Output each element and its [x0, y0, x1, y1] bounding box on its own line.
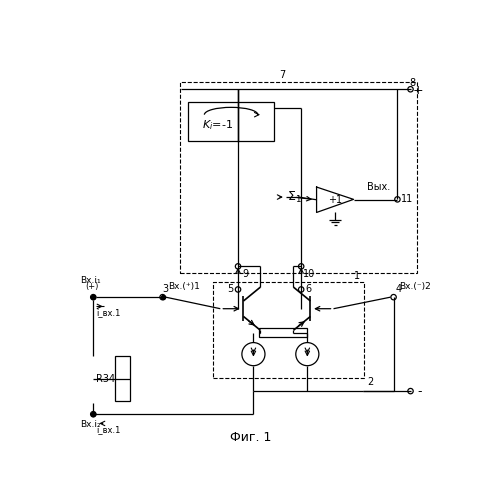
Bar	[213, 282, 364, 378]
Text: -: -	[417, 384, 422, 398]
Bar	[179, 82, 416, 272]
Bar	[115, 356, 130, 401]
Text: Вх.i₂: Вх.i₂	[80, 420, 100, 430]
Bar	[188, 102, 274, 141]
Text: 8: 8	[410, 78, 416, 88]
Text: 5: 5	[227, 284, 233, 294]
Text: Фиг. 1: Фиг. 1	[230, 431, 272, 444]
Text: Вх.(⁺)1: Вх.(⁺)1	[168, 282, 200, 291]
Text: 11: 11	[400, 194, 413, 204]
Text: 2: 2	[368, 377, 373, 387]
Polygon shape	[317, 187, 354, 212]
Circle shape	[242, 342, 265, 365]
Bar	[259, 328, 307, 337]
Text: 10: 10	[303, 269, 315, 279]
Text: 9: 9	[243, 269, 249, 279]
Text: 3: 3	[162, 284, 168, 294]
Text: i_вх.1: i_вх.1	[97, 308, 121, 317]
Text: Вх.(⁻)2: Вх.(⁻)2	[399, 282, 431, 291]
Text: +1: +1	[328, 195, 342, 205]
Text: 1: 1	[354, 270, 361, 280]
Text: i_вх.1: i_вх.1	[97, 425, 121, 434]
Text: $\Sigma_1$: $\Sigma_1$	[287, 190, 302, 204]
Text: +: +	[413, 84, 423, 98]
Text: Вых.: Вых.	[367, 182, 390, 192]
Text: 6: 6	[306, 284, 312, 294]
Text: 4: 4	[395, 284, 401, 294]
Circle shape	[296, 342, 319, 365]
Text: 7: 7	[280, 70, 286, 81]
Text: (+): (+)	[85, 282, 98, 291]
Text: R34: R34	[96, 374, 115, 384]
Text: $\mathit{K_i}$=-1: $\mathit{K_i}$=-1	[202, 118, 233, 132]
Text: Вх.i₁: Вх.i₁	[80, 276, 100, 284]
